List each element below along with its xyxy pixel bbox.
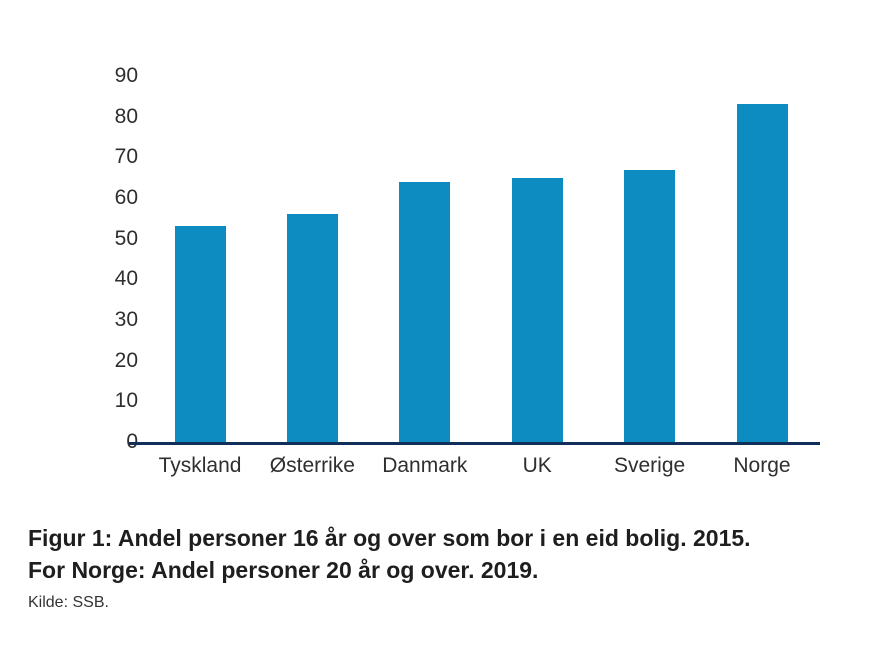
bar-norge bbox=[736, 104, 788, 442]
bar-danmark bbox=[399, 181, 451, 442]
x-axis-label-norge: Norge bbox=[733, 454, 791, 477]
x-axis-label-sverige: Sverige bbox=[613, 454, 686, 477]
x-axis-label-tyskland: Tyskland bbox=[158, 454, 242, 477]
y-tick-label-60: 60 bbox=[114, 186, 138, 209]
x-axis-label-danmark: Danmark bbox=[382, 454, 468, 477]
bar-sverige bbox=[624, 169, 676, 442]
y-tick-label-0: 0 bbox=[68, 428, 138, 456]
caption-line-1: Figur 1: Andel personer 16 år og over so… bbox=[28, 525, 751, 551]
y-tick-label-90: 90 bbox=[114, 64, 138, 87]
bar-osterrike bbox=[286, 214, 338, 442]
y-tick-label-20: 20 bbox=[114, 348, 138, 372]
bar-tyskland bbox=[174, 226, 226, 442]
y-tick-label-80: 80 bbox=[114, 104, 138, 128]
y-tick-label-40: 40 bbox=[114, 267, 138, 291]
y-tick-label-70: 70 bbox=[114, 145, 138, 169]
x-axis-line bbox=[129, 442, 820, 445]
caption-line-2: For Norge: Andel personer 20 år og over.… bbox=[28, 557, 539, 583]
x-axis-label-osterrike: Østerrike bbox=[269, 454, 355, 477]
x-axis-label-uk: UK bbox=[522, 454, 552, 477]
y-tick-label-10: 10 bbox=[114, 389, 138, 413]
source-note: Kilde: SSB. bbox=[28, 594, 109, 611]
y-tick-label-50: 50 bbox=[114, 226, 138, 250]
figure-caption: Figur 1: Andel personer 16 år og over so… bbox=[28, 522, 751, 612]
y-tick-label-30: 30 bbox=[114, 308, 138, 331]
bar-uk bbox=[511, 177, 563, 442]
bar-chart: 0 10 20 30 40 50 60 70 80 90 Tyskland Østerrike Danm… bbox=[68, 64, 820, 477]
